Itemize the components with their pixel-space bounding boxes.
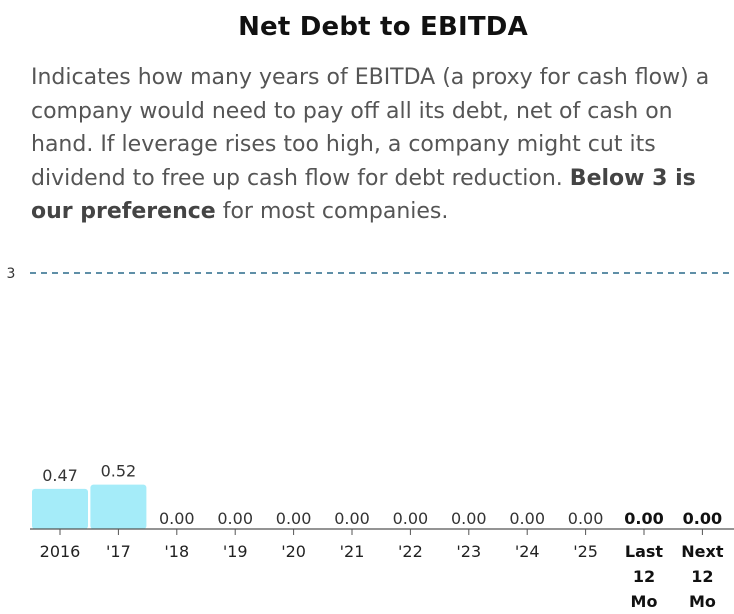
bar-value-label: 0.00 bbox=[568, 509, 604, 528]
chart-description: Indicates how many years of EBITDA (a pr… bbox=[31, 61, 721, 229]
bar-value-label: 0.00 bbox=[159, 509, 195, 528]
x-tick-label: '25 bbox=[573, 542, 598, 561]
x-tick-label: '19 bbox=[223, 542, 248, 561]
bar-value-label: 0.00 bbox=[683, 509, 722, 528]
x-tick-label: '24 bbox=[515, 542, 540, 561]
reference-line-label: 3 bbox=[7, 266, 16, 282]
bar-value-label: 0.00 bbox=[334, 509, 370, 528]
net-debt-ebitda-chart: 3 0.47 2016 0.52 '17 0.00 '18 0.00 '19 0.00 '20 0.0… bbox=[7, 266, 734, 611]
bar-value-label: 0.00 bbox=[217, 509, 253, 528]
bar-value-label: 0.00 bbox=[276, 509, 312, 528]
bar-value-label: 0.00 bbox=[624, 509, 663, 528]
bar bbox=[90, 484, 147, 529]
x-tick-label: '18 bbox=[164, 542, 189, 561]
bar-value-label: 0.52 bbox=[101, 462, 137, 481]
bar-value-label: 0.47 bbox=[42, 466, 78, 485]
x-tick-label: '21 bbox=[340, 542, 365, 561]
x-tick-label: Next bbox=[681, 542, 724, 561]
x-tick-label: Mo bbox=[689, 592, 716, 611]
x-tick-label: '20 bbox=[281, 542, 306, 561]
x-tick-label: 12 bbox=[691, 567, 713, 586]
bar-value-label: 0.00 bbox=[451, 509, 487, 528]
x-tick-label: 2016 bbox=[40, 542, 81, 561]
bar-value-label: 0.00 bbox=[509, 509, 545, 528]
x-tick-label: 12 bbox=[633, 567, 655, 586]
x-tick-label: Last bbox=[625, 542, 664, 561]
x-tick-label: '22 bbox=[398, 542, 423, 561]
bar bbox=[32, 488, 88, 529]
description-text-part1: Indicates how many years of EBITDA (a pr… bbox=[31, 65, 710, 191]
x-tick-label: '17 bbox=[106, 542, 131, 561]
x-tick-label: '23 bbox=[456, 542, 481, 561]
bar-value-label: 0.00 bbox=[393, 509, 429, 528]
description-emphasis: Below 3 is our preference bbox=[31, 165, 696, 225]
description-text-part2: for most companies. bbox=[215, 199, 449, 224]
x-tick-label: Mo bbox=[631, 592, 658, 611]
chart-title: Net Debt to EBITDA bbox=[238, 12, 528, 42]
